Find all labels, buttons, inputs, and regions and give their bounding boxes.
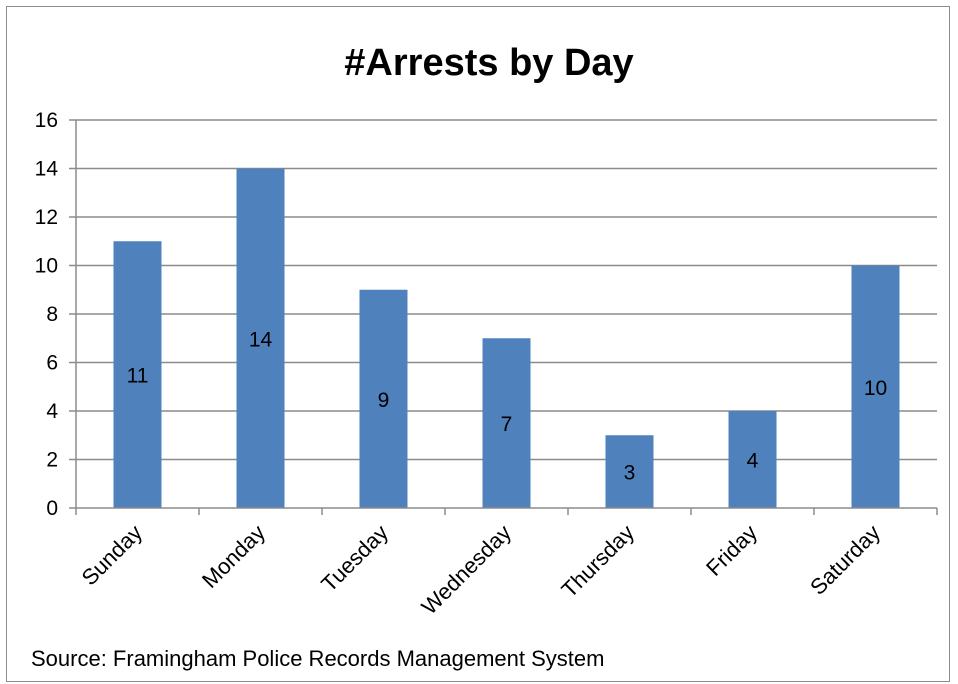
gridlines — [76, 119, 937, 461]
x-tick-label: Thursday — [557, 520, 640, 603]
x-tick-label: Wednesday — [416, 520, 516, 620]
data-label: 14 — [249, 328, 273, 351]
bar-tuesday — [359, 289, 408, 508]
bar-saturday — [851, 265, 900, 508]
x-tick-label: Sunday — [77, 520, 147, 590]
bar-monday — [236, 168, 285, 508]
data-label: 9 — [378, 389, 390, 412]
data-label: 10 — [864, 377, 887, 400]
y-tick-label: 2 — [46, 449, 58, 472]
bars — [113, 168, 900, 508]
bar-thursday — [605, 435, 654, 508]
chart-title: #Arrests by Day — [344, 42, 633, 84]
bar-wednesday — [482, 338, 531, 508]
x-tick-label: Monday — [197, 520, 270, 593]
y-tick-label: 10 — [35, 255, 58, 278]
source-note: Source: Framingham Police Records Manage… — [31, 646, 604, 671]
data-label: 7 — [501, 413, 513, 436]
x-tick-label: Friday — [701, 520, 762, 581]
y-tick-label: 14 — [35, 158, 59, 181]
y-axis-ticks: 0 2 4 6 8 10 12 14 16 — [35, 109, 76, 520]
x-tick-label: Saturday — [805, 520, 885, 600]
y-tick-label: 4 — [46, 400, 58, 423]
chart-frame — [6, 6, 950, 682]
y-tick-label: 8 — [46, 303, 58, 326]
bar-sunday — [113, 241, 162, 508]
bar-friday — [728, 411, 777, 508]
y-tick-label: 12 — [35, 206, 58, 229]
data-labels: 11 14 9 7 3 4 10 — [127, 328, 888, 484]
data-label: 4 — [747, 450, 759, 473]
data-label: 11 — [127, 365, 149, 388]
data-label: 3 — [624, 462, 636, 485]
y-tick-label: 6 — [46, 352, 58, 375]
y-tick-label: 16 — [35, 109, 58, 132]
y-tick-label: 0 — [46, 497, 58, 520]
x-tick-label: Tuesday — [316, 520, 393, 597]
x-axis-ticks: Sunday Monday Tuesday Wednesday Thursday Frid… — [75, 508, 938, 620]
